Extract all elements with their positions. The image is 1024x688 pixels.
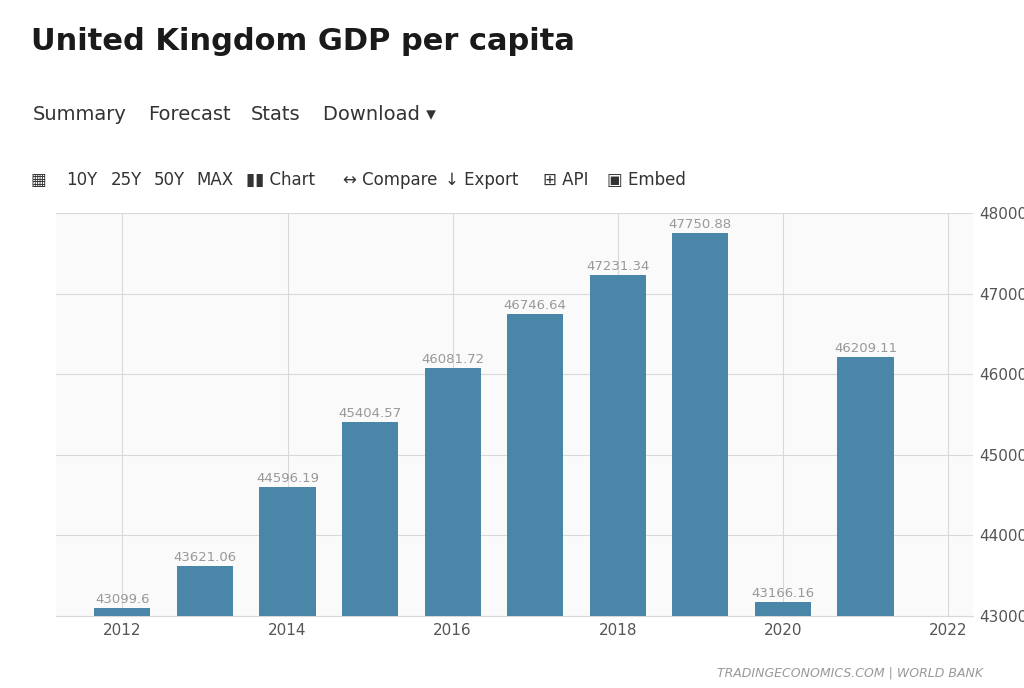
Text: 47231.34: 47231.34 (586, 260, 649, 273)
Bar (94, 608, 151, 616)
Bar (425, 367, 480, 616)
Text: 10Y: 10Y (67, 171, 98, 189)
Bar (673, 233, 728, 616)
Text: 46209.11: 46209.11 (834, 343, 897, 356)
Bar (177, 566, 233, 616)
Text: Download ▾: Download ▾ (323, 105, 435, 125)
Text: Summary: Summary (33, 105, 127, 125)
Text: 45404.57: 45404.57 (339, 407, 401, 420)
Text: ⊞ API: ⊞ API (543, 171, 588, 189)
Text: MAX: MAX (197, 171, 233, 189)
Text: ▣ Embed: ▣ Embed (607, 171, 686, 189)
Bar (507, 314, 563, 616)
Text: 43621.06: 43621.06 (173, 551, 237, 563)
Bar (590, 275, 646, 616)
Bar (838, 358, 894, 616)
Text: ▦: ▦ (31, 171, 46, 189)
Bar (755, 603, 811, 616)
Text: 46746.64: 46746.64 (504, 299, 566, 312)
Text: 44596.19: 44596.19 (256, 472, 319, 485)
Text: Stats: Stats (251, 105, 300, 125)
Text: ↓ Export: ↓ Export (445, 171, 519, 189)
Text: 43166.16: 43166.16 (752, 588, 814, 601)
Text: 47750.88: 47750.88 (669, 218, 732, 231)
Bar (342, 422, 398, 616)
Text: 50Y: 50Y (154, 171, 184, 189)
Text: United Kingdom GDP per capita: United Kingdom GDP per capita (31, 28, 574, 56)
Bar (259, 487, 315, 616)
Text: 43099.6: 43099.6 (95, 593, 150, 605)
Text: 25Y: 25Y (111, 171, 142, 189)
Text: ↔ Compare: ↔ Compare (343, 171, 437, 189)
Text: ▮▮ Chart: ▮▮ Chart (246, 171, 314, 189)
Text: TRADINGECONOMICS.COM | WORLD BANK: TRADINGECONOMICS.COM | WORLD BANK (717, 667, 983, 680)
Text: Forecast: Forecast (148, 105, 231, 125)
Text: 46081.72: 46081.72 (421, 353, 484, 366)
